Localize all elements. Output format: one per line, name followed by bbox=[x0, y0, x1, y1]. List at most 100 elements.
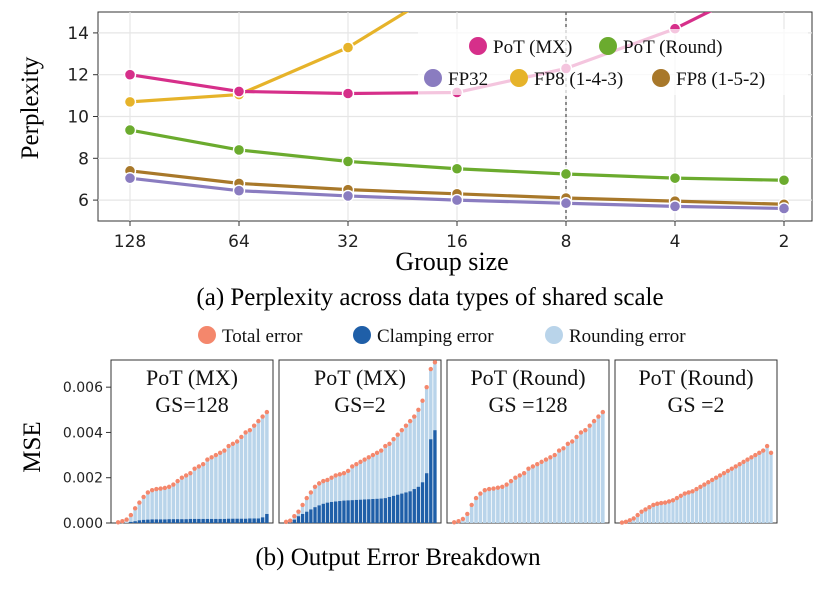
clamping-error-bar bbox=[362, 499, 367, 523]
series-point bbox=[341, 155, 355, 168]
total-error-point bbox=[209, 455, 214, 460]
rounding-error-bar bbox=[671, 500, 675, 523]
total-error-point bbox=[690, 489, 695, 494]
y-tick-label: 6 bbox=[78, 191, 89, 211]
rounding-error-bar bbox=[504, 484, 509, 523]
total-error-point bbox=[200, 461, 206, 467]
rounding-error-bar bbox=[209, 457, 214, 519]
total-error-point bbox=[264, 409, 270, 415]
rounding-error-bar bbox=[687, 492, 691, 523]
total-error-point bbox=[196, 464, 202, 469]
rounding-error-bar bbox=[362, 459, 367, 500]
rounding-error-bar bbox=[214, 455, 218, 519]
total-error-point bbox=[183, 473, 189, 478]
panel-b-caption: (b) Output Error Breakdown bbox=[255, 544, 541, 571]
clamping-error-bar bbox=[171, 519, 176, 523]
total-error-point bbox=[358, 459, 363, 465]
rounding-error-bar bbox=[596, 416, 601, 523]
total-error-point bbox=[115, 520, 121, 525]
total-error-point bbox=[745, 457, 750, 462]
rounding-error-bar bbox=[346, 470, 350, 501]
rounding-error-bar bbox=[738, 464, 742, 523]
clamping-error-bar bbox=[338, 501, 342, 523]
total-error-point bbox=[643, 507, 648, 512]
total-error-point bbox=[666, 499, 672, 504]
total-error-point bbox=[670, 498, 676, 503]
rounding-error-bar bbox=[412, 416, 416, 490]
rounding-error-bar bbox=[469, 504, 474, 523]
legend-label: FP8 (1-5-2) bbox=[676, 69, 765, 90]
clamping-error-bar bbox=[256, 518, 261, 523]
clamping-error-bar bbox=[342, 500, 346, 523]
total-error-point bbox=[513, 475, 518, 480]
total-error-point bbox=[521, 470, 527, 476]
clamping-error-bar bbox=[329, 501, 334, 523]
total-error-point bbox=[145, 490, 151, 495]
total-error-point bbox=[760, 448, 766, 453]
total-error-point bbox=[192, 466, 197, 471]
total-error-point bbox=[753, 452, 758, 458]
rounding-error-bar bbox=[354, 464, 359, 500]
total-error-point bbox=[706, 480, 711, 485]
total-error-point bbox=[709, 477, 715, 483]
series-line bbox=[129, 12, 409, 104]
rounding-error-bar bbox=[579, 432, 583, 523]
clamping-error-bar bbox=[433, 430, 437, 523]
rounding-error-bar bbox=[296, 511, 301, 517]
series-point bbox=[777, 202, 791, 215]
total-error-point bbox=[713, 475, 719, 480]
legend-marker bbox=[510, 69, 528, 87]
clamping-error-bar bbox=[226, 518, 231, 523]
rounding-error-bar bbox=[698, 486, 703, 523]
total-error-point bbox=[635, 512, 640, 518]
rounding-error-bar bbox=[387, 443, 392, 497]
clamping-error-bar bbox=[239, 518, 244, 523]
perplexity-x-axis-label: Group size bbox=[395, 247, 508, 276]
total-error-point bbox=[316, 481, 322, 486]
rounding-error-bar bbox=[741, 461, 746, 523]
total-error-point bbox=[337, 472, 343, 477]
clamping-error-bar bbox=[137, 520, 142, 523]
total-error-point bbox=[137, 500, 142, 505]
clamping-error-bar bbox=[404, 492, 408, 523]
total-error-point bbox=[694, 486, 699, 492]
rounding-error-bar bbox=[643, 509, 648, 523]
total-error-point bbox=[120, 518, 125, 524]
error-subplot-title: PoT (Round) bbox=[638, 365, 753, 390]
rounding-error-bar bbox=[408, 421, 412, 492]
total-error-point bbox=[733, 464, 738, 469]
rounding-error-bar bbox=[235, 441, 239, 519]
total-error-point bbox=[508, 478, 514, 484]
clamping-error-bar bbox=[214, 518, 218, 523]
total-error-point bbox=[682, 491, 687, 496]
rounding-error-bar bbox=[706, 482, 710, 523]
rounding-error-bar bbox=[718, 475, 722, 523]
total-error-point bbox=[217, 450, 223, 456]
clamping-error-bar bbox=[205, 518, 210, 523]
rounding-error-bar bbox=[722, 473, 726, 523]
y-tick-label: 14 bbox=[67, 24, 89, 44]
total-error-point bbox=[587, 423, 592, 428]
clamping-error-bar bbox=[309, 509, 313, 523]
rounding-error-bar bbox=[154, 489, 159, 520]
total-error-point bbox=[366, 455, 371, 460]
total-error-point bbox=[651, 502, 656, 508]
rounding-error-bar bbox=[465, 513, 470, 523]
total-error-point bbox=[552, 452, 557, 458]
total-error-point bbox=[639, 509, 644, 514]
total-error-point bbox=[741, 459, 746, 465]
rounding-error-bar bbox=[265, 412, 269, 514]
total-error-point bbox=[469, 502, 474, 508]
total-error-point bbox=[243, 430, 248, 435]
rounding-error-bar bbox=[252, 425, 256, 519]
rounding-error-bar bbox=[146, 492, 150, 520]
error-subplot: PoT (Round)GS =2 bbox=[614, 359, 778, 525]
total-error-point bbox=[574, 434, 579, 440]
rounding-error-bar bbox=[188, 473, 193, 519]
clamping-error-bar bbox=[235, 518, 239, 523]
total-error-point bbox=[674, 495, 680, 501]
total-error-point bbox=[256, 418, 261, 424]
clamping-error-bar bbox=[358, 499, 363, 523]
total-error-point bbox=[391, 437, 396, 442]
total-error-point bbox=[698, 484, 703, 489]
